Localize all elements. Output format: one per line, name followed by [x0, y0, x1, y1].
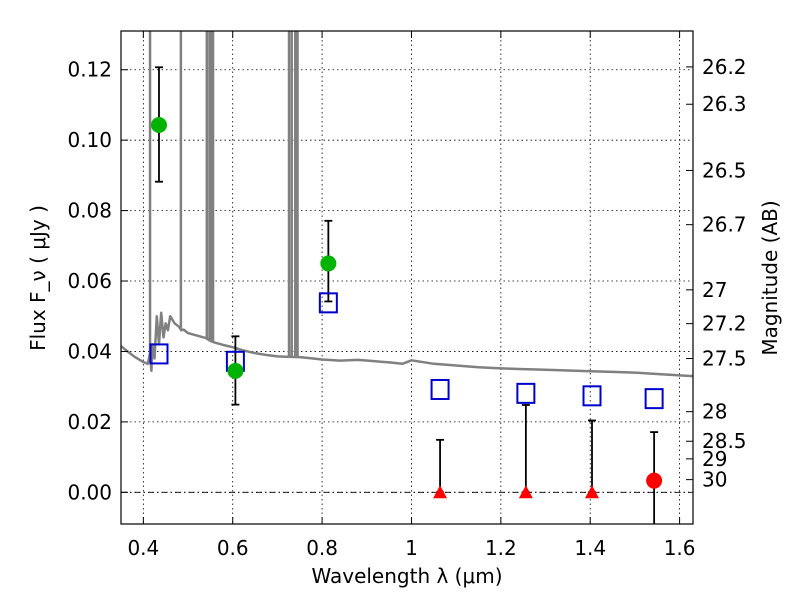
grid: [121, 31, 693, 524]
green-circle-marker: [150, 117, 167, 134]
right-tick-label: 26.3: [702, 92, 747, 116]
x-tick-label: 0.8: [306, 536, 338, 560]
model-photometry-marker: [318, 292, 338, 314]
x-tick-label: 0.6: [217, 536, 249, 560]
model-photometry-marker: [149, 343, 169, 365]
right-tick-label: 26.2: [702, 55, 747, 79]
right-tick-label: 29: [702, 447, 727, 471]
red-triangle-marker: [518, 485, 533, 499]
x-tick-label: 0.4: [127, 536, 159, 560]
y-tick-label: 0.00: [67, 480, 112, 504]
plot-content: [121, 31, 693, 524]
y-tick-label: 0.12: [67, 58, 112, 82]
y-tick-label: 0.10: [67, 128, 112, 152]
y-tick-label: 0.02: [67, 410, 112, 434]
model-photometry-marker: [582, 385, 602, 407]
x-tick-label: 1.2: [485, 536, 517, 560]
y-tick-label: 0.06: [67, 269, 112, 293]
red-circle-marker: [646, 472, 663, 489]
right-axis-label: Magnitude (AB): [758, 200, 782, 355]
model-photometry-marker: [430, 378, 450, 400]
y-axis-label: Flux F_ν ( μJy ): [26, 205, 50, 351]
red-triangle-marker: [585, 485, 600, 499]
y-tick-label: 0.08: [67, 199, 112, 223]
right-tick-label: 27: [702, 278, 727, 302]
green-circle-marker: [227, 362, 244, 379]
right-tick-label: 30: [702, 468, 727, 492]
x-tick-label: 1.6: [664, 536, 696, 560]
green-circle-marker: [320, 255, 337, 272]
plot-frame: [120, 30, 694, 525]
x-tick-label: 1.4: [574, 536, 606, 560]
model-photometry-marker: [516, 382, 536, 404]
right-tick-label: 26.7: [702, 213, 747, 237]
right-tick-label: 27.2: [702, 312, 747, 336]
x-axis-label: Wavelength λ (μm): [311, 564, 502, 588]
plot-area: [121, 31, 693, 524]
right-tick-label: 26.5: [702, 158, 747, 182]
model-photometry-marker: [644, 388, 664, 410]
y-tick-label: 0.04: [67, 339, 112, 363]
right-tick-label: 28: [702, 400, 727, 424]
spectrum-line: [121, 311, 693, 378]
red-triangle-marker: [433, 485, 448, 499]
right-tick-label: 28.5: [702, 429, 747, 453]
axis-ticks: 0.4 0.6 0.8 1 1.2 1.4 1.6 0.00 0.02 0.04 0.06 0.08 0…: [67, 31, 747, 560]
right-tick-label: 27.5: [702, 346, 747, 370]
x-tick-label: 1: [405, 536, 418, 560]
